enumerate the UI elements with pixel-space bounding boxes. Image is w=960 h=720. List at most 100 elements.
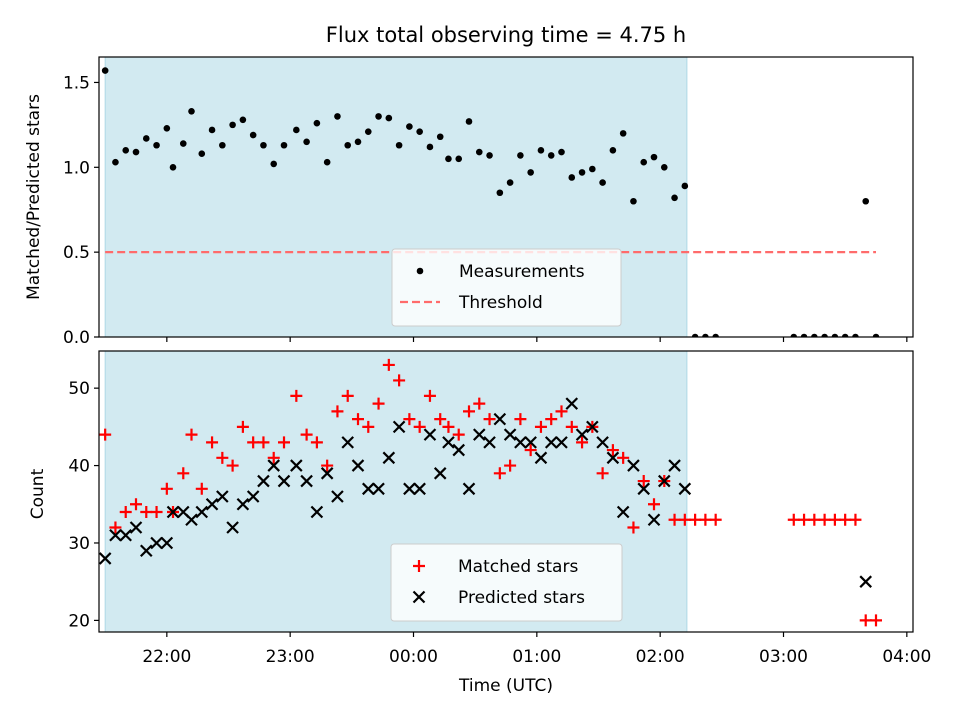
measurement-point	[416, 128, 423, 135]
matched-star-point	[290, 389, 303, 402]
measurement-point	[671, 194, 678, 202]
matched-star-point	[555, 405, 568, 418]
matched-star-point	[709, 513, 722, 526]
measurement-point	[527, 169, 534, 176]
predicted-star-point	[310, 505, 324, 519]
measurement-point	[841, 333, 849, 337]
matched-star-point	[689, 513, 702, 526]
matched-star-point	[434, 413, 447, 426]
measurement-point	[375, 113, 382, 120]
legend-box	[391, 248, 622, 327]
measurement-point	[821, 333, 828, 337]
x-tick-label: 22:00	[142, 647, 191, 667]
predicted-star-point	[433, 467, 447, 480]
predicted-star-point	[362, 482, 375, 496]
measurement-point	[293, 126, 300, 134]
matched-star-point	[236, 420, 249, 433]
legend-label-threshold: Threshold	[458, 293, 543, 313]
predicted-star-point	[678, 482, 692, 496]
measurement-point	[406, 123, 413, 130]
predicted-star-point	[442, 436, 455, 449]
measurement-point	[163, 124, 171, 132]
measurement-point	[188, 108, 195, 115]
y-tick-label: 40	[68, 457, 90, 477]
matched-star-point	[331, 405, 344, 418]
predicted-star-point	[658, 474, 671, 488]
measurement-point	[578, 169, 586, 176]
measurement-point	[323, 158, 331, 166]
predicted-star-point	[606, 451, 620, 465]
predicted-star-point	[859, 575, 872, 588]
predicted-star-point	[290, 459, 303, 472]
matched-star-point	[617, 451, 630, 464]
measurement-point	[142, 135, 150, 142]
x-tick-label: 23:00	[266, 647, 315, 667]
predicted-star-point	[382, 451, 396, 465]
matched-star-point	[185, 428, 198, 441]
measurement-point	[800, 333, 808, 337]
matched-star-point	[442, 420, 455, 433]
matched-star-point	[504, 459, 517, 472]
matched-star-point	[140, 506, 153, 519]
measurement-point	[872, 333, 880, 337]
axes-frame	[98, 350, 914, 633]
predicted-star-point	[503, 428, 517, 441]
predicted-star-point	[372, 482, 385, 496]
measurement-point	[260, 141, 267, 149]
predicted-star-point	[160, 536, 174, 550]
predicted-star-point	[555, 436, 568, 449]
measurement-point	[537, 147, 545, 154]
measurement-point	[568, 174, 576, 181]
matched-star-point	[596, 467, 609, 480]
predicted-star-point	[575, 428, 589, 441]
predicted-star-point	[403, 482, 416, 496]
matched-star-point	[267, 451, 280, 464]
x-tick-label: 04:00	[882, 647, 931, 667]
matched-star-point	[452, 428, 465, 441]
measurement-point	[426, 143, 434, 151]
matched-star-point	[818, 513, 831, 526]
measurement-point	[219, 141, 226, 149]
series-measurements	[101, 67, 880, 337]
predicted-star-point	[544, 436, 558, 449]
matched-star-point	[534, 420, 547, 433]
predicted-star-point	[616, 505, 630, 519]
predicted-star-point	[462, 482, 476, 496]
matched-star-point	[362, 420, 375, 433]
measurement-point	[790, 333, 798, 337]
matched-star-point	[859, 614, 872, 627]
matched-star-point	[109, 521, 122, 534]
matched-star-point	[637, 475, 650, 488]
measurement-point	[169, 164, 177, 171]
legend-marker-dot	[416, 267, 424, 275]
y-tick-label: 50	[68, 379, 90, 399]
legend-label-measurements: Measurements	[459, 262, 585, 282]
top-y-axis-label: Matched/Predicted stars	[24, 94, 44, 300]
matched-star-point	[382, 358, 395, 371]
predicted-star-point	[493, 412, 507, 426]
y-tick-label: 30	[68, 534, 90, 554]
predicted-star-point	[99, 552, 112, 565]
y-tick-label: 20	[68, 611, 90, 631]
predicted-star-point	[423, 428, 437, 441]
matched-star-point	[473, 397, 486, 410]
matched-star-point	[177, 467, 190, 480]
predicted-star-point	[627, 459, 640, 472]
matched-star-point	[678, 513, 691, 526]
matched-star-point	[648, 498, 660, 511]
matched-star-point	[849, 513, 862, 526]
matched-star-point	[423, 389, 436, 402]
measurement-point	[589, 165, 596, 173]
measurement-point	[547, 152, 555, 159]
matched-star-point	[216, 451, 229, 464]
x-tick-label: 00:00	[389, 647, 438, 667]
measurement-point	[436, 133, 444, 141]
measurement-point	[475, 148, 483, 156]
measurement-point	[702, 333, 709, 337]
predicted-star-point	[150, 536, 163, 550]
matched-star-point	[699, 513, 712, 526]
matched-star-point	[310, 436, 323, 449]
predicted-star-point	[331, 490, 344, 503]
top-panel: 0.0 0.5 1.0 1.5 Measurements Threshold	[63, 56, 914, 348]
measurement-point	[385, 114, 393, 122]
